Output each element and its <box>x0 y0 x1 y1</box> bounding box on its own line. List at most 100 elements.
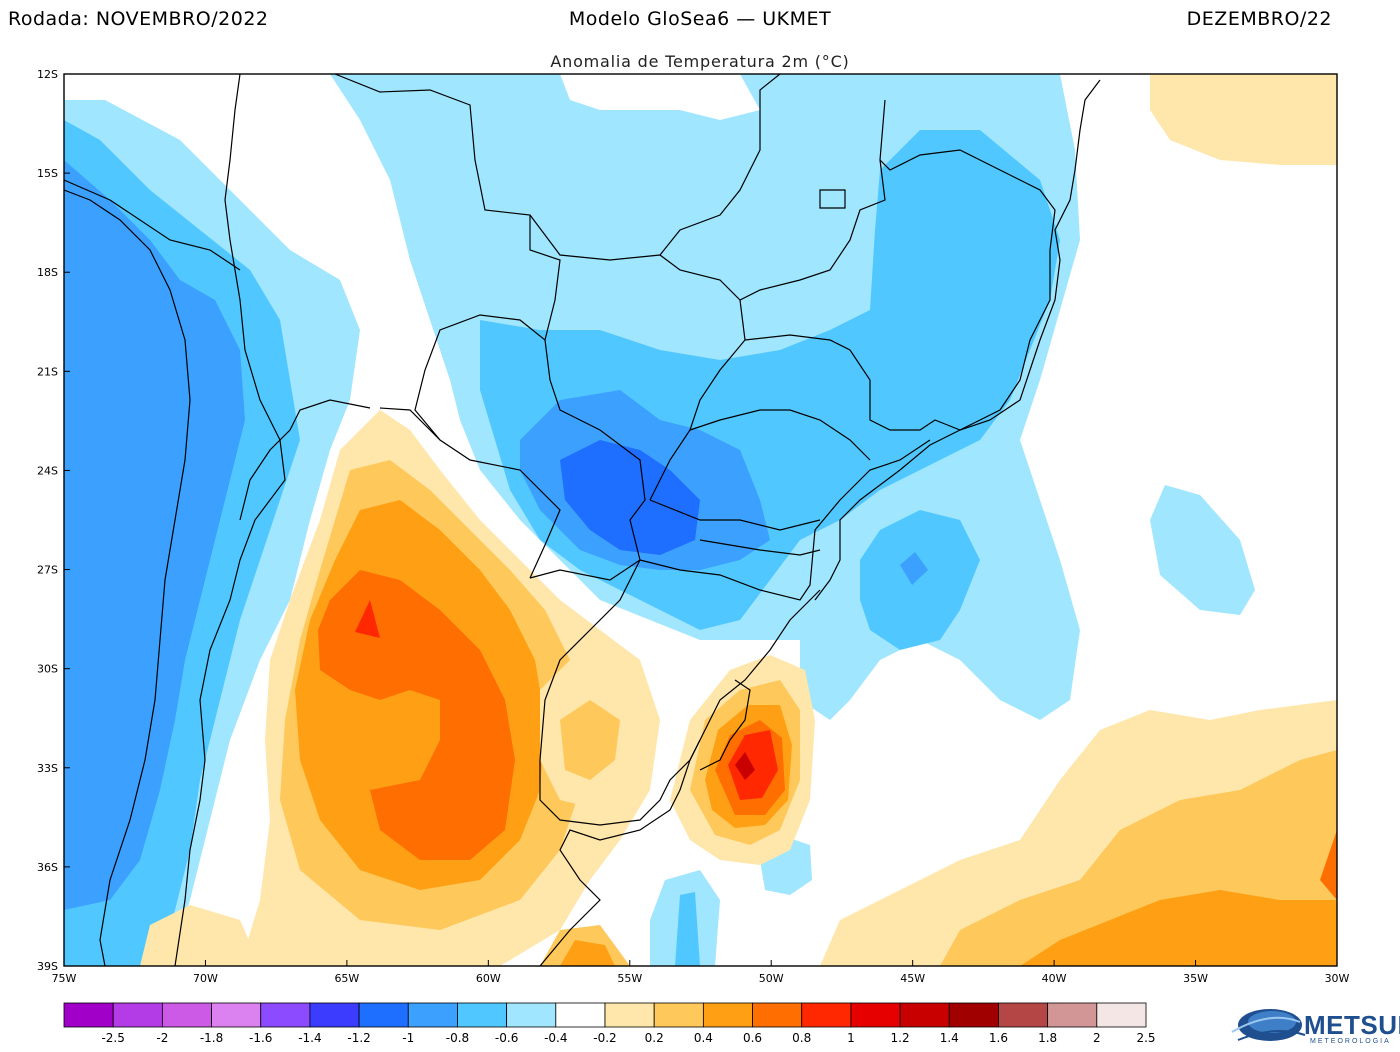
logo-name: METSUL <box>1304 1010 1400 1040</box>
colorbar-label: -2.5 <box>101 1031 124 1045</box>
lon-tick-label: 40W <box>1042 972 1067 985</box>
colorbar-swatch <box>555 1002 606 1028</box>
cold-region-south-1-core <box>675 892 700 966</box>
colorbar-label: 0.2 <box>645 1031 664 1045</box>
lon-tick-label: 35W <box>1183 972 1208 985</box>
lon-tick-label: 55W <box>617 972 642 985</box>
border-rs <box>699 589 821 741</box>
warm-region-northeast <box>1150 74 1337 165</box>
coast-south <box>539 739 701 966</box>
warm-region-rs-peak <box>728 730 778 800</box>
lat-tick-label: 27S <box>37 564 58 577</box>
colorbar-label: -1.6 <box>249 1031 272 1045</box>
lon-tick-label: 65W <box>334 972 359 985</box>
warm-region-atlantic-strong <box>1020 890 1337 966</box>
border-states-5 <box>689 409 871 461</box>
colorbar-swatch <box>801 1002 852 1028</box>
cold-region-west-strong <box>64 160 245 910</box>
lat-tick-label: 30S <box>37 663 58 676</box>
colorbar-swatch <box>112 1002 163 1028</box>
border-states-2 <box>659 99 886 301</box>
model-title: Modelo GloSea6 — UKMET <box>568 8 832 30</box>
anomaly-shading <box>64 74 1337 966</box>
warm-region-atlantic-core <box>1320 830 1337 900</box>
lat-tick-label: 18S <box>37 266 58 279</box>
border-peru-bolivia <box>64 179 241 271</box>
colorbar-label: -1.2 <box>347 1031 370 1045</box>
colorbar-swatch <box>309 1002 360 1028</box>
border-df <box>819 189 846 209</box>
neutral-region-north <box>560 74 760 120</box>
colorbar-swatch <box>1047 1002 1098 1028</box>
map-frame <box>63 73 1338 967</box>
lat-tick-label: 21S <box>37 365 58 378</box>
warm-region-rs-max <box>735 752 755 780</box>
colorbar-label: 1.6 <box>989 1031 1008 1045</box>
colorbar-label: 1.4 <box>940 1031 959 1045</box>
border-states-6 <box>649 499 821 531</box>
lat-tick-label: 24S <box>37 464 58 477</box>
colorbar-label: -0.8 <box>446 1031 469 1045</box>
lon-tick-label: 45W <box>900 972 925 985</box>
colorbar-swatch <box>1096 1002 1147 1028</box>
colorbar-swatch <box>899 1002 950 1028</box>
run-label: Rodada: NOVEMBRO/2022 <box>8 8 269 30</box>
warm-region-south-central-core <box>560 940 615 966</box>
forecast-month: DEZEMBRO/22 <box>1186 8 1332 30</box>
lat-tick-label: 39S <box>37 960 58 973</box>
warm-region-southwest <box>140 905 260 966</box>
colorbar-swatch <box>998 1002 1049 1028</box>
colorbar-label: 1.2 <box>891 1031 910 1045</box>
lagoon-patos <box>699 679 751 771</box>
metsul-globe-icon <box>1231 1009 1306 1041</box>
colorbar-label: 2 <box>1093 1031 1101 1045</box>
cold-region-atlantic-1 <box>860 510 980 650</box>
lat-tick-label: 15S <box>37 167 58 180</box>
colorbar-label: -1 <box>402 1031 414 1045</box>
border-chile-argentina <box>174 74 286 966</box>
border-states-4 <box>744 149 1056 431</box>
colorbar-label: -2 <box>156 1031 168 1045</box>
lon-tick-label: 75W <box>52 972 77 985</box>
colorbar-swatch <box>948 1002 999 1028</box>
colorbar-label: 0.4 <box>694 1031 713 1045</box>
lat-tick-label: 36S <box>37 861 58 874</box>
colorbar-swatch <box>653 1002 704 1028</box>
border-states-7 <box>699 539 821 556</box>
lat-tick-label: 33S <box>37 762 58 775</box>
warm-region-arg-core <box>318 570 515 860</box>
colorbar-label: 0.8 <box>792 1031 811 1045</box>
colorbar-label: 0.6 <box>743 1031 762 1045</box>
lon-tick-label: 50W <box>759 972 784 985</box>
logo-tagline: METEOROLOGIA <box>1310 1038 1391 1045</box>
warm-region-uy-medium <box>560 700 620 780</box>
border-uruguay <box>539 559 701 826</box>
warm-region-arg-peak <box>355 600 380 638</box>
latitude-axis: 12S 15S 18S 21S 24S 27S 30S 33S 36S 39S <box>37 68 70 973</box>
colorbar-swatch <box>752 1002 803 1028</box>
cold-region-atlantic-1-core <box>900 552 928 585</box>
colorbar-label: 1.8 <box>1038 1031 1057 1045</box>
colorbar-swatch <box>702 1002 753 1028</box>
colorbar-label: -0.6 <box>495 1031 518 1045</box>
lat-tick-label: 12S <box>37 68 58 81</box>
colorbar-swatch <box>850 1002 901 1028</box>
map-subtitle: Anomalia de Temperatura 2m (°C) <box>550 52 850 71</box>
colorbar-swatch <box>506 1002 557 1028</box>
colorbar-label: -1.8 <box>200 1031 223 1045</box>
coast-chile <box>64 189 191 966</box>
colorbar-swatch <box>358 1002 409 1028</box>
border-states-1 <box>529 74 781 261</box>
colorbar-swatch <box>457 1002 508 1028</box>
border-paraguay <box>529 339 646 581</box>
colorbar-label: 2.5 <box>1136 1031 1155 1045</box>
colorbar-swatch <box>211 1002 262 1028</box>
colorbar-swatch <box>407 1002 458 1028</box>
country-borders <box>64 74 1101 966</box>
lon-tick-label: 30W <box>1325 972 1350 985</box>
border-brazil-bolivia <box>334 74 561 579</box>
colorbar-label: -0.4 <box>544 1031 567 1045</box>
lon-tick-label: 60W <box>476 972 501 985</box>
colorbar-swatch <box>63 1002 114 1028</box>
